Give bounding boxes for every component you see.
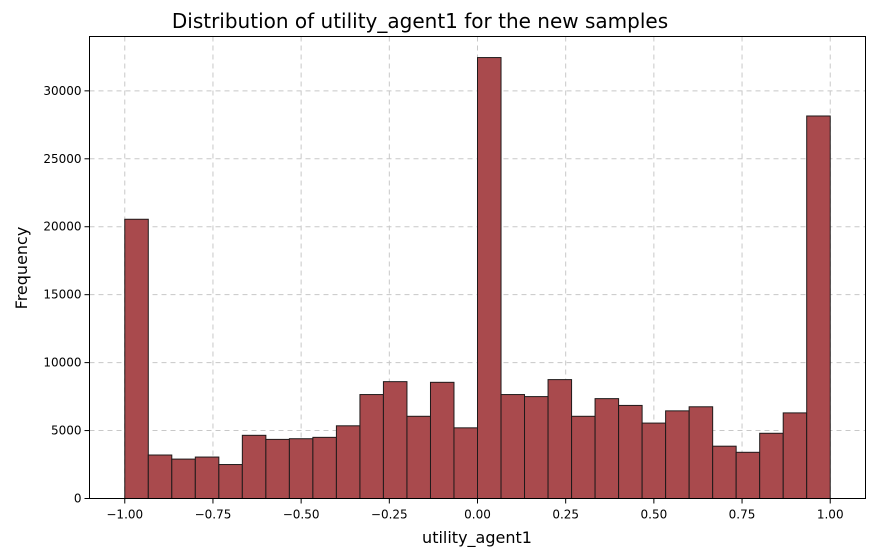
y-tick-label: 30000 <box>43 84 81 98</box>
y-axis-ticks: 0 5000 10000 15000 20000 25000 30000 <box>43 84 90 506</box>
histogram-bar <box>218 464 243 500</box>
histogram-bar <box>641 422 667 499</box>
histogram-bar <box>312 436 337 499</box>
y-tick-label: 15000 <box>43 288 81 302</box>
histogram-bar <box>265 438 290 499</box>
y-tick-label: 25000 <box>43 152 81 166</box>
histogram-bar <box>241 434 267 499</box>
histogram-bar <box>382 381 408 499</box>
x-axis-ticks: −1.00 −0.75 −0.50 −0.25 0.00 0.25 0.50 0.75 1.00 <box>106 498 844 522</box>
x-tick-label: 0.50 <box>641 508 668 522</box>
histogram-bar <box>359 394 384 499</box>
histogram-bar <box>288 438 314 499</box>
histogram-bar <box>524 396 549 499</box>
y-axis-label: Frequency <box>12 227 31 310</box>
x-tick-label: 0.25 <box>552 508 579 522</box>
histogram-bar <box>712 445 737 500</box>
x-tick-label: −0.50 <box>283 508 320 522</box>
histogram-bar <box>618 404 643 500</box>
x-tick-label: 0.00 <box>464 508 491 522</box>
histogram-bar <box>147 454 173 499</box>
histogram-bar <box>688 406 714 500</box>
y-tick-label: 20000 <box>43 220 81 234</box>
histogram-bar <box>500 394 526 499</box>
histogram-bar <box>406 415 431 499</box>
histogram-bar <box>335 425 361 500</box>
histogram-bar <box>124 218 149 499</box>
y-tick-label: 10000 <box>43 356 81 370</box>
histogram-bar <box>547 379 573 499</box>
histogram-bar <box>194 456 220 499</box>
histogram-bar <box>171 458 196 499</box>
x-tick-label: 1.00 <box>817 508 844 522</box>
x-tick-label: −0.75 <box>195 508 232 522</box>
y-tick-label: 0 <box>74 492 82 506</box>
histogram-bar <box>665 410 690 500</box>
chart-title: Distribution of utility_agent1 for the n… <box>172 9 668 33</box>
histogram-bar <box>594 398 620 499</box>
x-axis-label: utility_agent1 <box>422 528 532 548</box>
histogram-bars <box>124 57 831 500</box>
histogram-bar <box>453 427 478 500</box>
histogram-bar <box>782 412 808 499</box>
histogram-bar <box>735 451 761 499</box>
y-tick-label: 5000 <box>51 424 82 438</box>
x-tick-label: 0.75 <box>729 508 756 522</box>
histogram-bar <box>429 381 455 499</box>
x-tick-label: −1.00 <box>106 508 143 522</box>
histogram-bar <box>571 415 596 499</box>
histogram-bar <box>759 432 784 499</box>
histogram-bar <box>806 115 831 499</box>
histogram-bar <box>477 57 502 499</box>
x-tick-label: −0.25 <box>371 508 408 522</box>
